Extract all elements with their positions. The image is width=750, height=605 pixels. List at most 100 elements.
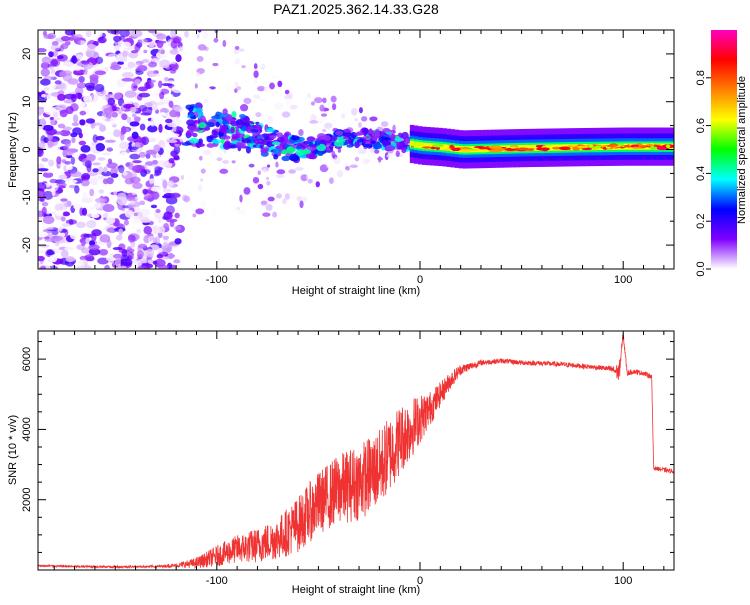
x-tick-label: 0 bbox=[417, 274, 423, 286]
spectrogram-cell bbox=[195, 107, 203, 113]
y-tick-label: 4000 bbox=[21, 417, 33, 441]
spectrogram-cell bbox=[140, 112, 152, 116]
spectrogram-cell bbox=[63, 93, 76, 100]
spectrogram-cell bbox=[290, 135, 300, 141]
spectrogram-cell bbox=[300, 174, 309, 182]
spectrogram-cell bbox=[233, 206, 238, 213]
spectrogram-cell bbox=[211, 139, 222, 144]
spectrogram-cell bbox=[333, 156, 341, 165]
spectrogram-cell bbox=[65, 256, 75, 263]
spectrogram-cell bbox=[155, 208, 161, 214]
spectrogram-cell bbox=[122, 171, 128, 176]
spectrogram-cell bbox=[58, 174, 68, 180]
spectrogram-cell bbox=[109, 117, 117, 126]
spectrogram-cell bbox=[124, 209, 134, 218]
spectrogram-cell bbox=[101, 152, 111, 156]
spectrogram-cell bbox=[90, 213, 100, 218]
spectrogram-cell bbox=[44, 226, 54, 230]
spectrogram-cell bbox=[368, 130, 375, 134]
spectrogram-cell bbox=[178, 46, 184, 52]
spectrogram-cell bbox=[175, 54, 182, 63]
spectrogram-cell bbox=[48, 51, 54, 58]
spectrogram-cell bbox=[147, 125, 158, 133]
spectrogram-cell bbox=[43, 34, 54, 40]
spectrogram-cell bbox=[331, 103, 337, 111]
spectrogram-cell bbox=[138, 92, 151, 98]
spectrogram-cell bbox=[174, 238, 182, 245]
spectrogram-cell bbox=[317, 149, 325, 156]
spectrogram-cell bbox=[88, 206, 95, 211]
spectrogram-cell bbox=[288, 169, 296, 174]
spectrogram-cell bbox=[56, 156, 62, 165]
spectrogram-cell bbox=[356, 131, 365, 136]
spectrogram-cell bbox=[118, 164, 125, 174]
spectrogram-cell bbox=[394, 137, 403, 142]
spectrogram-cell bbox=[51, 235, 63, 242]
spectrogram-cell bbox=[510, 146, 517, 149]
spectrogram-cell bbox=[172, 37, 180, 44]
spectrogram-cell bbox=[140, 208, 151, 216]
spectrogram-cell bbox=[284, 89, 290, 95]
spectrogram-cell bbox=[132, 225, 144, 231]
spectrogram-cell bbox=[143, 81, 155, 90]
spectrogram-cell bbox=[181, 142, 192, 146]
spectrogram-cell bbox=[349, 164, 358, 169]
spectrogram-cell bbox=[315, 192, 320, 196]
spectrogram-cell bbox=[228, 144, 238, 149]
spectrogram-cell bbox=[201, 31, 209, 40]
spectrogram-cell bbox=[254, 138, 260, 144]
spectrogram-cell bbox=[452, 147, 457, 152]
spectrogram-cell bbox=[224, 85, 231, 93]
spectrogram-cell bbox=[51, 40, 59, 46]
spectrogram-cell bbox=[46, 249, 55, 256]
spectrogram-cell bbox=[140, 38, 148, 44]
spectrogram-cell bbox=[358, 122, 362, 128]
spectrogram-cell bbox=[113, 190, 118, 196]
spectrogram-cell bbox=[231, 160, 236, 164]
spectrogram-cell bbox=[130, 30, 143, 38]
spectrogram-cell bbox=[103, 107, 113, 115]
spectrogram-cell bbox=[430, 146, 437, 150]
spectrogram-cell bbox=[196, 33, 200, 39]
y-tick-label: -10 bbox=[21, 189, 33, 205]
spectrogram-cell bbox=[199, 115, 207, 124]
spectrogram-cell bbox=[89, 74, 99, 81]
spectrogram-cell bbox=[102, 46, 112, 54]
spectrogram-cell bbox=[256, 63, 265, 69]
spectrogram-cell bbox=[631, 146, 642, 149]
spectrogram-cell bbox=[41, 157, 49, 162]
spectrogram-cell bbox=[122, 50, 128, 58]
spectrogram-cell bbox=[588, 144, 594, 148]
spectrogram-cell bbox=[314, 140, 321, 146]
spectrogram-cell bbox=[286, 146, 295, 154]
spectrogram-cell bbox=[121, 113, 128, 121]
spectrogram-cell bbox=[84, 254, 95, 262]
spectrogram-cell bbox=[354, 156, 360, 162]
spectrogram-cell bbox=[222, 108, 228, 116]
spectrogram-cell bbox=[367, 149, 377, 157]
spectrogram-cell bbox=[373, 142, 382, 150]
spectrogram-y-ticks: -20 -10 0 10 20 bbox=[21, 29, 674, 270]
spectrogram-cell bbox=[54, 80, 62, 85]
spectrogram-cell bbox=[131, 131, 139, 140]
spectrogram-cell bbox=[133, 206, 141, 212]
spectrogram-cell bbox=[94, 70, 107, 75]
spectrogram-cell bbox=[109, 253, 115, 261]
spectrogram-cell bbox=[121, 77, 134, 82]
spectrogram-cell bbox=[62, 149, 68, 158]
spectrogram-cell bbox=[121, 125, 127, 135]
spectrogram-cell bbox=[241, 65, 246, 69]
spectrogram-cell bbox=[180, 174, 185, 180]
spectrogram-cell bbox=[98, 248, 109, 256]
spectrogram-cell bbox=[76, 265, 89, 269]
spectrogram-cell bbox=[169, 109, 179, 118]
snr-y-ticks: 2000 4000 6000 bbox=[21, 341, 674, 571]
spectrogram-cell bbox=[310, 101, 316, 106]
spectrogram-cell bbox=[122, 188, 131, 193]
spectrogram-cell bbox=[535, 144, 543, 148]
spectrogram-cell bbox=[477, 148, 489, 153]
spectrogram-cell bbox=[63, 202, 68, 208]
spectrogram-cell bbox=[217, 70, 224, 75]
spectrogram-cell bbox=[576, 145, 590, 149]
